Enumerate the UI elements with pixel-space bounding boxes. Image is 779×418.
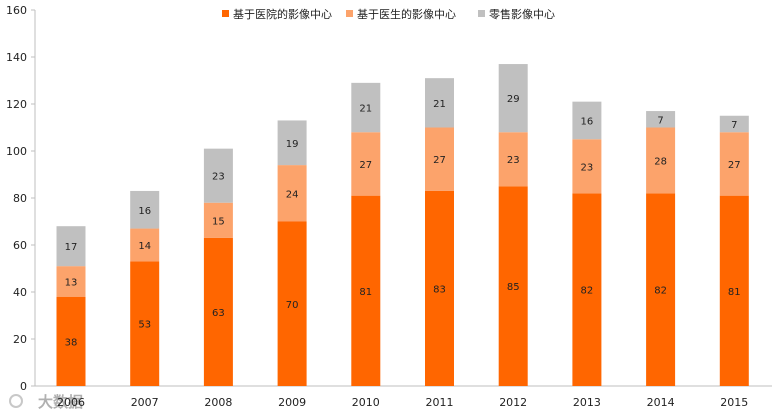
data-label: 27 [359, 160, 372, 171]
x-tick-label: 2007 [131, 396, 159, 409]
legend-label: 基于医生的影像中心 [357, 7, 456, 21]
data-label: 15 [212, 216, 225, 227]
x-tick-label: 2014 [647, 396, 675, 409]
data-label: 70 [286, 300, 299, 311]
bar-segment-3 [277, 120, 307, 166]
y-tick-label: 80 [13, 192, 27, 205]
y-tick-label: 60 [13, 239, 27, 252]
data-label: 27 [433, 155, 446, 166]
data-label: 23 [581, 162, 594, 173]
bar-segment-2 [277, 165, 307, 222]
x-tick-label: 2009 [278, 396, 306, 409]
axes: 0 20 40 60 80 100 120 140 160 2006 2007 2008 2009 201… [6, 4, 772, 409]
bar-segment-2 [203, 202, 233, 238]
data-label: 21 [359, 104, 372, 115]
bars [56, 64, 749, 386]
y-tick-label: 100 [6, 145, 27, 158]
bar-segment-1 [277, 221, 307, 386]
bar-segment-3 [351, 82, 381, 133]
data-label: 16 [581, 116, 594, 127]
legend-swatch [478, 10, 485, 17]
legend-label: 零售影像中心 [489, 7, 555, 21]
bar-segment-1 [56, 296, 86, 386]
data-label: 7 [657, 115, 663, 126]
data-label: 21 [433, 99, 446, 110]
data-label: 38 [65, 337, 78, 348]
bar-segment-1 [498, 186, 528, 386]
x-tick-label: 2010 [352, 396, 380, 409]
data-label: 16 [138, 206, 151, 217]
data-labels: 38 13 17 53 14 16 63 15 23 70 24 19 81 27 21 83 27 21 85 23… [65, 94, 741, 348]
data-label: 53 [138, 320, 151, 331]
bar-segment-2 [130, 228, 160, 262]
data-label: 27 [728, 160, 741, 171]
bar-segment-1 [646, 193, 676, 386]
watermark-logo-ring [9, 394, 23, 408]
y-tick-label: 20 [13, 333, 27, 346]
data-label: 29 [507, 94, 520, 105]
bar-segment-3 [425, 78, 454, 128]
legend: 基于医院的影像中心 基于医生的影像中心 零售影像中心 [222, 7, 555, 21]
bar-segment-2 [572, 139, 602, 194]
data-label: 82 [654, 286, 667, 297]
data-label: 19 [286, 139, 299, 150]
bar-segment-3 [646, 111, 676, 128]
bar-segment-2 [351, 132, 381, 196]
bar-segment-1 [572, 193, 602, 386]
data-label: 82 [581, 286, 594, 297]
data-label: 81 [728, 287, 741, 298]
bar-segment-3 [719, 115, 749, 133]
y-tick-label: 120 [6, 98, 27, 111]
data-label: 81 [359, 287, 372, 298]
data-label: 14 [138, 241, 151, 252]
bar-segment-2 [719, 132, 749, 196]
legend-swatch [346, 10, 353, 17]
x-tick-label: 2012 [499, 396, 527, 409]
bar-segment-1 [719, 195, 749, 386]
bar-segment-3 [130, 190, 160, 229]
bar-segment-3 [572, 101, 602, 140]
x-tick-label: 2011 [426, 396, 454, 409]
data-label: 23 [212, 172, 225, 183]
x-tick-label: 2015 [720, 396, 748, 409]
bar-segment-2 [56, 266, 86, 297]
data-label: 28 [654, 156, 667, 167]
bar-segment-2 [425, 127, 454, 191]
legend-label: 基于医院的影像中心 [233, 7, 332, 21]
bar-segment-1 [425, 190, 454, 386]
bar-segment-1 [203, 237, 233, 386]
y-tick-label: 140 [6, 51, 27, 64]
data-label: 13 [65, 277, 78, 288]
x-tick-label: 2006 [57, 396, 85, 409]
watermark-text: 大数据 [38, 393, 83, 411]
bar-segment-1 [351, 195, 381, 386]
x-tick-label: 2008 [204, 396, 232, 409]
x-tick-label: 2013 [573, 396, 601, 409]
data-label: 17 [65, 242, 78, 253]
data-label: 23 [507, 155, 520, 166]
legend-swatch [222, 10, 229, 17]
data-label: 24 [286, 189, 299, 200]
y-tick-label: 160 [6, 4, 27, 17]
bar-segment-3 [56, 226, 86, 267]
data-label: 85 [507, 282, 520, 293]
data-label: 83 [433, 284, 446, 295]
bar-segment-3 [498, 64, 528, 133]
watermark: 大数据 [9, 393, 83, 411]
bar-segment-1 [130, 261, 160, 386]
bar-segment-3 [203, 148, 233, 203]
bar-segment-2 [498, 132, 528, 187]
data-label: 7 [731, 120, 737, 131]
data-label: 63 [212, 308, 225, 319]
y-tick-label: 40 [13, 286, 27, 299]
bar-segment-2 [646, 127, 676, 194]
y-tick-label: 0 [20, 380, 27, 393]
